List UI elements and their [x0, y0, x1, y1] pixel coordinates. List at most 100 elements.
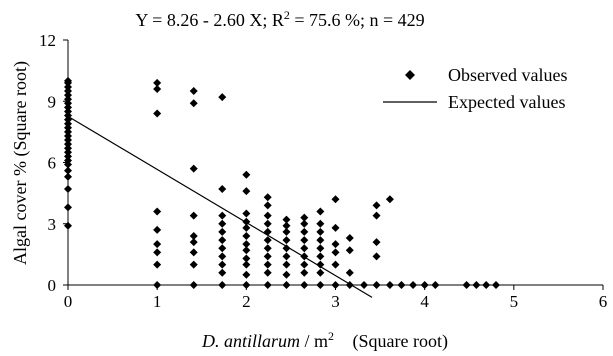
observed-point: [372, 238, 381, 247]
observed-point: [218, 185, 227, 194]
observed-point: [64, 87, 72, 96]
observed-point: [331, 223, 340, 232]
observed-point: [331, 281, 340, 289]
x-tick-label: 1: [153, 292, 162, 311]
observed-point: [263, 193, 272, 202]
observed-point: [242, 240, 251, 249]
observed-point: [64, 115, 72, 124]
observed-point: [263, 281, 272, 289]
legend: Observed values Expected values: [383, 65, 567, 112]
observed-point: [282, 215, 291, 224]
observed-points-layer: [64, 76, 500, 289]
observed-point: [153, 78, 162, 87]
observed-point: [242, 281, 251, 289]
observed-point: [64, 156, 72, 165]
observed-point: [372, 201, 381, 210]
observed-point: [64, 185, 72, 194]
observed-point: [64, 144, 72, 153]
observed-point: [189, 164, 198, 173]
y-tick-label: 3: [48, 215, 57, 234]
observed-point: [300, 213, 309, 222]
observed-point: [218, 252, 227, 261]
observed-point: [242, 254, 251, 263]
observed-point: [316, 252, 325, 261]
observed-point: [372, 252, 381, 261]
observed-point: [372, 211, 381, 220]
observed-point: [282, 236, 291, 245]
observed-point: [189, 238, 198, 247]
observed-point: [282, 252, 291, 261]
observed-point: [218, 93, 227, 102]
observed-point: [218, 211, 227, 220]
observed-point: [189, 87, 198, 96]
chart-title-post: = 75.6 %; n = 429: [290, 10, 425, 30]
y-ticks: 0 3 6 9 12: [39, 31, 68, 295]
observed-point: [64, 127, 72, 136]
observed-point: [242, 232, 251, 240]
observed-point: [218, 236, 227, 245]
observed-point: [218, 260, 227, 269]
observed-point: [345, 281, 354, 289]
observed-point: [189, 281, 198, 289]
x-tick-label: 3: [331, 292, 340, 311]
observed-point: [242, 246, 251, 255]
observed-point: [263, 219, 272, 228]
expected-line-layer: [67, 115, 373, 298]
observed-point: [431, 281, 440, 289]
observed-point: [300, 268, 309, 277]
observed-point: [316, 236, 325, 245]
x-tick-label: 0: [64, 292, 73, 311]
observed-point: [316, 207, 325, 216]
observed-point: [420, 281, 429, 289]
observed-point: [64, 107, 72, 116]
observed-point: [242, 170, 251, 179]
observed-point: [153, 85, 162, 93]
observed-point: [316, 281, 325, 289]
chart-title-sup: 2: [284, 8, 290, 22]
x-tick-label: 6: [599, 292, 608, 311]
x-axis-label-italic: D. antillarum: [201, 331, 300, 351]
observed-point: [300, 281, 309, 289]
observed-point: [316, 268, 325, 277]
observed-point: [64, 152, 72, 161]
chart-title-pre: Y = 8.26 - 2.60 X; R: [135, 10, 283, 30]
observed-point: [300, 244, 309, 253]
observed-point: [300, 219, 309, 228]
y-tick-label: 9: [48, 92, 57, 111]
observed-point: [64, 119, 72, 128]
observed-point: [242, 223, 251, 232]
observed-point: [300, 227, 309, 236]
observed-point: [153, 260, 162, 269]
observed-point: [153, 109, 162, 118]
observed-point: [263, 211, 272, 220]
observed-point: [492, 281, 500, 289]
observed-point: [64, 140, 72, 149]
y-tick-label: 6: [48, 154, 57, 173]
observed-point: [64, 203, 72, 212]
x-axis-label-sup: 2: [328, 329, 334, 343]
observed-point: [242, 187, 251, 196]
legend-expected-label: Expected values: [448, 92, 565, 112]
observed-point: [189, 211, 198, 220]
observed-point: [331, 260, 340, 269]
observed-point: [331, 240, 340, 249]
observed-point: [300, 236, 309, 245]
x-tick-label: 2: [242, 292, 251, 311]
x-tick-label: 5: [510, 292, 519, 311]
observed-point: [316, 227, 325, 236]
observed-point: [385, 281, 394, 289]
observed-point: [242, 209, 251, 218]
observed-point: [64, 103, 72, 112]
observed-point: [64, 111, 72, 120]
observed-point: [64, 172, 72, 181]
y-axis-label: Algal cover % (Square root): [10, 61, 31, 265]
observed-point: [153, 207, 162, 216]
observed-point: [462, 281, 471, 289]
y-tick-label: 0: [48, 276, 57, 295]
observed-point: [331, 248, 340, 257]
observed-point: [282, 244, 291, 253]
observed-point: [397, 281, 406, 289]
observed-point: [64, 221, 72, 230]
observed-point: [360, 281, 369, 289]
